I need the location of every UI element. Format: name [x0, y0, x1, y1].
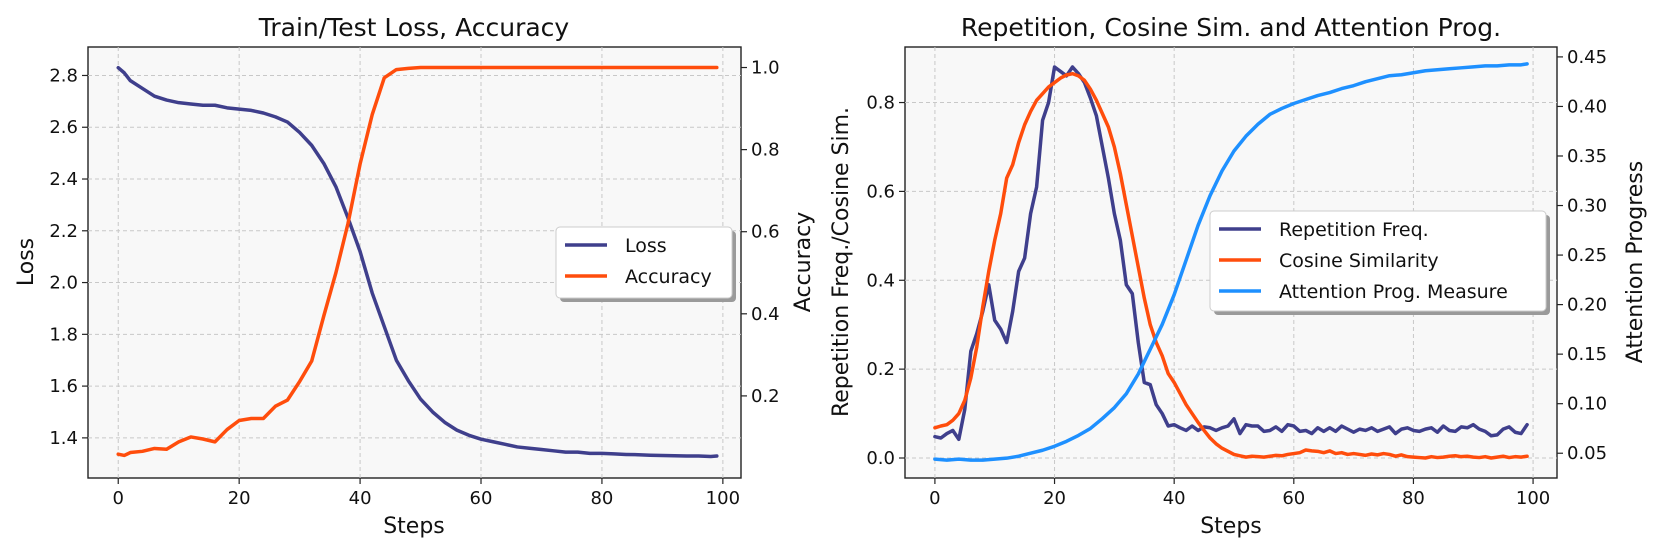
y-axis-label-right-chart-left: Repetition Freq./Cosine Sim. [829, 107, 854, 417]
y-right-tick-label: 0.30 [1567, 196, 1607, 217]
legend-label-repetition: Repetition Freq. [1279, 219, 1429, 241]
series-right [933, 62, 1529, 462]
legend-label-attention: Attention Prog. Measure [1279, 281, 1508, 303]
series-line-attention-prog-measure [933, 62, 1529, 462]
y-tick-label: 0.0 [866, 448, 895, 469]
y-right-tick-label: 0.05 [1567, 443, 1607, 464]
y-axis-label-right-left-chart: Accuracy [791, 212, 816, 312]
series-left [116, 65, 719, 459]
y-tick-label: 1.6 [49, 376, 78, 397]
series-line-cosine-similarity [933, 71, 1529, 460]
chart-left: 0 20 40 60 80 100 1.4 1.6 1.8 2.0 2.2 2.4 2.6 2.8 0.2 0… [14, 13, 816, 539]
series-line-repetition-freq [933, 65, 1529, 442]
x-tick-label: 80 [1402, 488, 1425, 509]
y-right-tick-label: 0.4 [751, 304, 780, 325]
y-right-tick-label: 0.6 [751, 222, 780, 243]
y-right-tick-label: 0.8 [751, 140, 780, 161]
y-tick-label: 0.8 [866, 93, 895, 114]
chart-title-left: Train/Test Loss, Accuracy [258, 13, 570, 42]
y-tick-label: 2.6 [49, 117, 78, 138]
x-axis-label-right: Steps [1200, 514, 1262, 539]
x-tick-label: 60 [1282, 488, 1305, 509]
legend-label-accuracy: Accuracy [625, 266, 712, 288]
ticks-right: 0 20 40 60 80 100 0.0 0.2 0.4 0.6 0.8 0.05 0.10 0.15 0… [866, 47, 1607, 509]
y-tick-label: 0.4 [866, 270, 895, 291]
x-tick-label: 80 [590, 488, 613, 509]
x-tick-label: 40 [349, 488, 372, 509]
y-tick-label: 2.4 [49, 169, 78, 190]
x-axis-label-left: Steps [383, 514, 445, 539]
y-right-tick-label: 0.25 [1567, 245, 1607, 266]
x-tick-label: 0 [113, 488, 124, 509]
x-tick-label: 100 [706, 488, 740, 509]
x-tick-label: 100 [1516, 488, 1550, 509]
y-tick-label: 0.6 [866, 181, 895, 202]
chart-title-right: Repetition, Cosine Sim. and Attention Pr… [961, 13, 1501, 42]
legend-label-cosine: Cosine Similarity [1279, 250, 1439, 272]
legend-left: Loss Accuracy [555, 226, 736, 302]
x-tick-label: 20 [228, 488, 251, 509]
legend-label-loss: Loss [625, 235, 667, 257]
y-tick-label: 1.8 [49, 324, 78, 345]
y-right-tick-label: 0.35 [1567, 146, 1607, 167]
x-tick-label: 40 [1163, 488, 1186, 509]
x-tick-label: 0 [929, 488, 940, 509]
x-tick-label: 60 [470, 488, 493, 509]
y-right-tick-label: 0.15 [1567, 344, 1607, 365]
chart-right: 0 20 40 60 80 100 0.0 0.2 0.4 0.6 0.8 0.05 0.10 0.15 0… [829, 13, 1648, 539]
y-right-tick-label: 0.45 [1567, 47, 1607, 68]
y-tick-label: 2.0 [49, 273, 78, 294]
y-right-tick-label: 0.20 [1567, 295, 1607, 316]
series-line-loss [116, 65, 719, 459]
y-axis-label-right-chart-right: Attention Progress [1623, 161, 1648, 363]
y-right-tick-label: 0.40 [1567, 96, 1607, 117]
series-line-accuracy [116, 65, 719, 458]
y-right-tick-label: 0.2 [751, 386, 780, 407]
y-tick-label: 1.4 [49, 428, 78, 449]
y-tick-label: 2.8 [49, 65, 78, 86]
legend-box [1209, 210, 1547, 312]
legend-right: Repetition Freq. Cosine Similarity Atten… [1209, 210, 1550, 315]
ticks-left: 0 20 40 60 80 100 1.4 1.6 1.8 2.0 2.2 2.4 2.6 2.8 0.2 0… [49, 58, 779, 509]
y-tick-label: 0.2 [866, 359, 895, 380]
y-axis-label-left: Loss [14, 238, 39, 286]
y-right-tick-label: 1.0 [751, 58, 780, 79]
x-tick-label: 20 [1043, 488, 1066, 509]
y-tick-label: 2.2 [49, 221, 78, 242]
y-right-tick-label: 0.10 [1567, 394, 1607, 415]
